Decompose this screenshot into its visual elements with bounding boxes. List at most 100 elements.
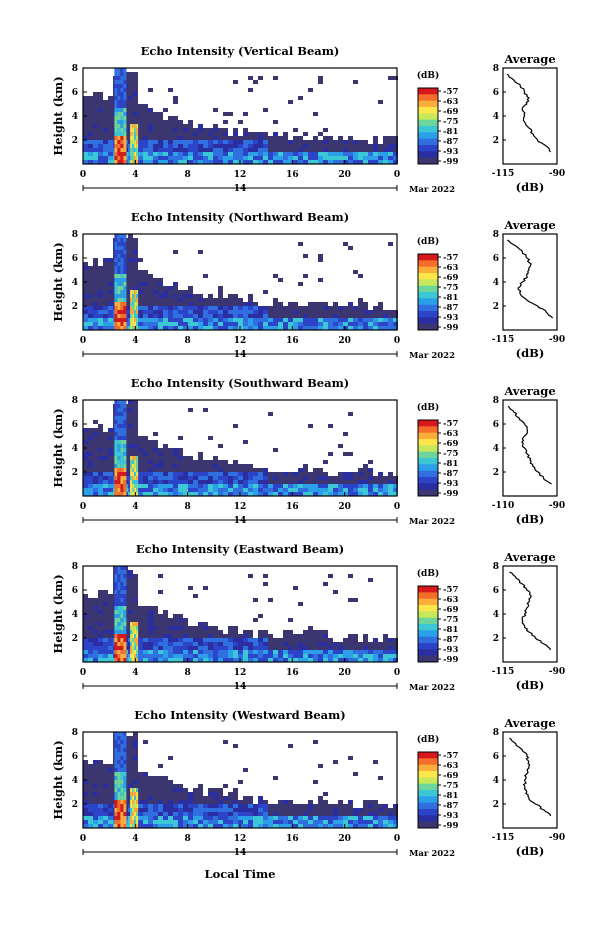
heatmap-cell bbox=[268, 658, 273, 662]
heatmap-cell bbox=[343, 646, 348, 650]
heatmap-cell bbox=[178, 452, 183, 456]
heatmap-cell bbox=[117, 258, 121, 262]
heatmap-cell bbox=[134, 290, 137, 294]
heatmap-cell bbox=[213, 472, 218, 476]
heatmap-cell bbox=[353, 140, 358, 144]
heatmap-cell bbox=[263, 468, 268, 472]
heatmap-cell bbox=[303, 816, 308, 820]
heatmap-cell bbox=[363, 160, 368, 164]
heatmap-cell bbox=[273, 642, 278, 646]
heatmap-cell bbox=[183, 804, 188, 808]
heatmap-cell bbox=[168, 314, 173, 318]
heatmap-cell bbox=[123, 492, 127, 496]
heatmap-cell bbox=[353, 808, 358, 812]
heatmap-cell bbox=[83, 764, 88, 768]
heatmap-cell bbox=[134, 294, 137, 298]
heatmap-cell bbox=[93, 602, 98, 606]
heatmap-cell bbox=[93, 282, 98, 286]
heatmap-cell bbox=[308, 314, 313, 318]
heatmap-cell bbox=[258, 468, 263, 472]
heatmap-cell bbox=[128, 744, 133, 748]
heatmap-cell bbox=[83, 448, 88, 452]
heatmap-cell bbox=[117, 812, 121, 816]
heatmap-cell bbox=[173, 626, 178, 630]
heatmap-cell bbox=[273, 646, 278, 650]
heatmap-cell bbox=[173, 638, 178, 642]
heatmap-cell bbox=[120, 400, 124, 404]
heatmap-cell bbox=[83, 484, 88, 488]
x-tick-label: 20 bbox=[338, 668, 351, 678]
heatmap-cell bbox=[383, 484, 388, 488]
heatmap-cell bbox=[203, 480, 208, 484]
heatmap-cell bbox=[383, 148, 388, 152]
heatmap-cell bbox=[173, 148, 178, 152]
heatmap-cell bbox=[120, 824, 124, 828]
heatmap-cell bbox=[108, 476, 113, 480]
heatmap-cell bbox=[233, 80, 238, 84]
heatmap-cell bbox=[253, 642, 258, 646]
heatmap-cell bbox=[158, 658, 163, 662]
heatmap-cell bbox=[123, 124, 127, 128]
heatmap-cell bbox=[323, 812, 328, 816]
heatmap-cell bbox=[178, 492, 183, 496]
heatmap-cell bbox=[208, 148, 213, 152]
heatmap-cell bbox=[114, 92, 118, 96]
heatmap-cell bbox=[193, 594, 198, 598]
heatmap-cell bbox=[123, 760, 127, 764]
heatmap-cell bbox=[288, 484, 293, 488]
heatmap-cell bbox=[168, 796, 173, 800]
heatmap-cell bbox=[208, 294, 213, 298]
heatmap-cell bbox=[198, 626, 203, 630]
heatmap-cell bbox=[93, 278, 98, 282]
heatmap-cell bbox=[117, 784, 121, 788]
heatmap-cell bbox=[188, 152, 193, 156]
heatmap-cell bbox=[120, 816, 124, 820]
heatmap-cell bbox=[273, 654, 278, 658]
heatmap-cell bbox=[117, 294, 121, 298]
heatmap-cell bbox=[117, 440, 121, 444]
heatmap-cell bbox=[83, 116, 88, 120]
heatmap-cell bbox=[114, 242, 118, 246]
heatmap-cell bbox=[158, 160, 163, 164]
heatmap-cell bbox=[108, 796, 113, 800]
heatmap-cell bbox=[132, 472, 135, 476]
heatmap-cell bbox=[114, 816, 118, 820]
heatmap-cell bbox=[273, 480, 278, 484]
heatmap-cell bbox=[128, 412, 133, 416]
y-tick-label: 8 bbox=[72, 64, 78, 74]
heatmap-cell bbox=[218, 314, 223, 318]
heatmap-cell bbox=[308, 322, 313, 326]
heatmap-cell bbox=[213, 812, 218, 816]
heatmap-cell bbox=[363, 326, 368, 330]
heatmap-cell bbox=[120, 756, 124, 760]
colorbar-tick-label: -69 bbox=[443, 771, 458, 781]
heatmap-cell bbox=[83, 326, 88, 330]
heatmap-cell bbox=[158, 156, 163, 160]
heatmap-cell bbox=[83, 274, 88, 278]
heatmap-cell bbox=[323, 792, 328, 796]
heatmap-cell bbox=[88, 796, 93, 800]
heatmap-cell bbox=[88, 144, 93, 148]
heatmap-cell bbox=[98, 606, 103, 610]
heatmap-cell bbox=[114, 266, 118, 270]
heatmap-cell bbox=[88, 788, 93, 792]
heatmap-cell bbox=[388, 658, 393, 662]
heatmap-cell bbox=[228, 148, 233, 152]
heatmap-cell bbox=[132, 824, 135, 828]
heatmap-cell bbox=[108, 492, 113, 496]
heatmap-cell bbox=[318, 76, 323, 80]
heatmap-cell bbox=[183, 484, 188, 488]
heatmap-cell bbox=[134, 804, 137, 808]
heatmap-cell bbox=[93, 460, 98, 464]
heatmap-cell bbox=[130, 654, 133, 658]
profile-y-tick-label: 6 bbox=[493, 586, 499, 596]
heatmap-cell bbox=[136, 646, 139, 650]
heatmap-cell bbox=[123, 302, 127, 306]
heatmap-cell bbox=[178, 476, 183, 480]
heatmap-cell bbox=[363, 144, 368, 148]
heatmap-cell bbox=[153, 160, 158, 164]
heatmap-cell bbox=[158, 472, 163, 476]
heatmap-cell bbox=[148, 784, 153, 788]
heatmap-cell bbox=[138, 614, 143, 618]
heatmap-cell bbox=[117, 92, 121, 96]
